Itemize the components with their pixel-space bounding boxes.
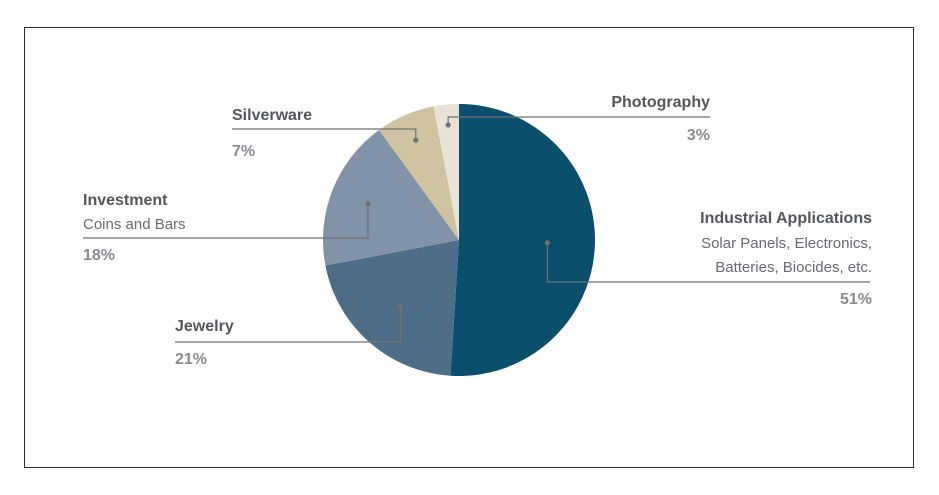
slice-name-photography: Photography [611, 94, 710, 111]
leader-line-industrial [546, 242, 870, 283]
leader-dot-industrial [544, 240, 550, 246]
slice-pct-industrial: 51% [840, 291, 872, 308]
slice-pct-investment: 18% [83, 247, 115, 264]
leader-lines [83, 116, 870, 343]
label-silverware: Silverware 7% [232, 107, 312, 160]
pie-slice-investment [323, 129, 459, 266]
leader-dot-photography [445, 122, 451, 128]
label-industrial: Industrial Applications Solar Panels, El… [700, 210, 872, 308]
pie-slices [323, 103, 596, 376]
slice-pct-photography: 3% [687, 127, 710, 144]
leader-dot-silverware [413, 137, 419, 143]
slice-sub-industrial-2: Batteries, Biocides, etc. [715, 259, 872, 276]
leader-line-jewelry [175, 306, 402, 343]
slice-pct-silverware: 7% [232, 143, 255, 160]
slice-name-silverware: Silverware [232, 107, 312, 124]
slice-sub-investment: Coins and Bars [83, 216, 186, 233]
leader-dot-investment [365, 201, 371, 207]
pie-slice-industrial [450, 103, 596, 376]
slice-name-jewelry: Jewelry [175, 318, 234, 335]
pie-slice-silverware [379, 106, 459, 240]
slice-sub-industrial-1: Solar Panels, Electronics, [701, 235, 872, 252]
pie-slice-jewelry [325, 240, 459, 376]
leader-line-photography [447, 116, 710, 125]
pie-slice-photography [433, 104, 459, 240]
slice-pct-jewelry: 21% [175, 351, 207, 368]
label-jewelry: Jewelry 21% [175, 318, 234, 368]
slice-name-investment: Investment [83, 192, 168, 209]
slice-name-industrial: Industrial Applications [700, 210, 872, 227]
leader-line-investment [83, 203, 369, 239]
label-photography: Photography 3% [611, 94, 710, 144]
leader-line-silverware [232, 128, 417, 141]
leader-dot-jewelry [397, 303, 404, 309]
label-investment: Investment Coins and Bars 18% [83, 192, 186, 264]
